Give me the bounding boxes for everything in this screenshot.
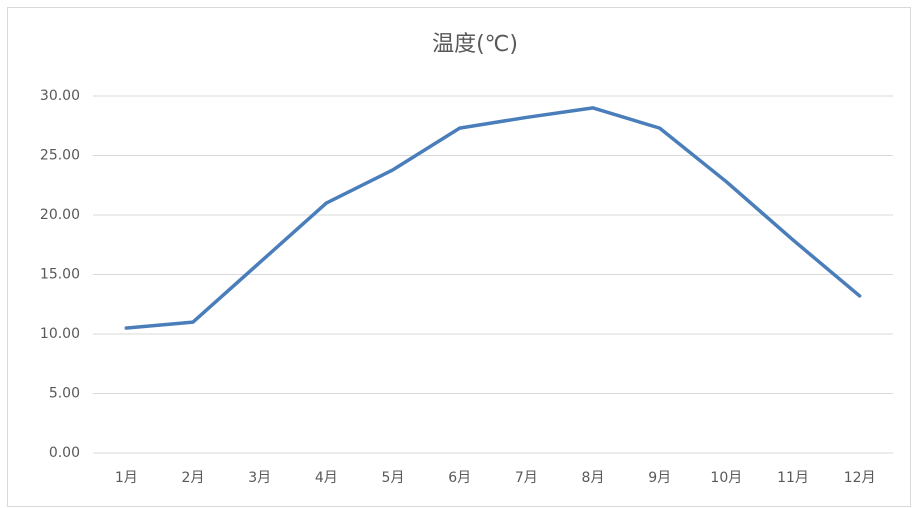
y-tick-label: 30.00 <box>40 88 80 104</box>
data-line <box>124 106 862 330</box>
y-tick-label: 20.00 <box>40 207 80 223</box>
x-tick-label: 7月 <box>515 470 538 486</box>
x-tick-label: 1月 <box>115 470 138 486</box>
x-tick-label: 9月 <box>648 470 671 486</box>
y-tick-label: 5.00 <box>49 386 80 402</box>
x-tick-label: 6月 <box>448 470 471 486</box>
y-tick-label: 10.00 <box>40 326 80 342</box>
x-tick-label: 11月 <box>777 470 809 486</box>
y-tick-label: 15.00 <box>40 267 80 283</box>
x-tick-label: 10月 <box>710 470 742 486</box>
x-tick-label: 8月 <box>582 470 605 486</box>
y-tick-label: 0.00 <box>49 445 80 461</box>
y-tick-label: 25.00 <box>40 148 80 164</box>
x-tick-label: 12月 <box>844 470 876 486</box>
x-tick-label: 3月 <box>248 470 271 486</box>
x-tick-label: 5月 <box>382 470 405 486</box>
x-tick-label: 4月 <box>315 470 338 486</box>
chart-title: 温度(℃) <box>432 32 518 57</box>
x-tick-label: 2月 <box>182 470 205 486</box>
chart-border <box>7 7 911 507</box>
